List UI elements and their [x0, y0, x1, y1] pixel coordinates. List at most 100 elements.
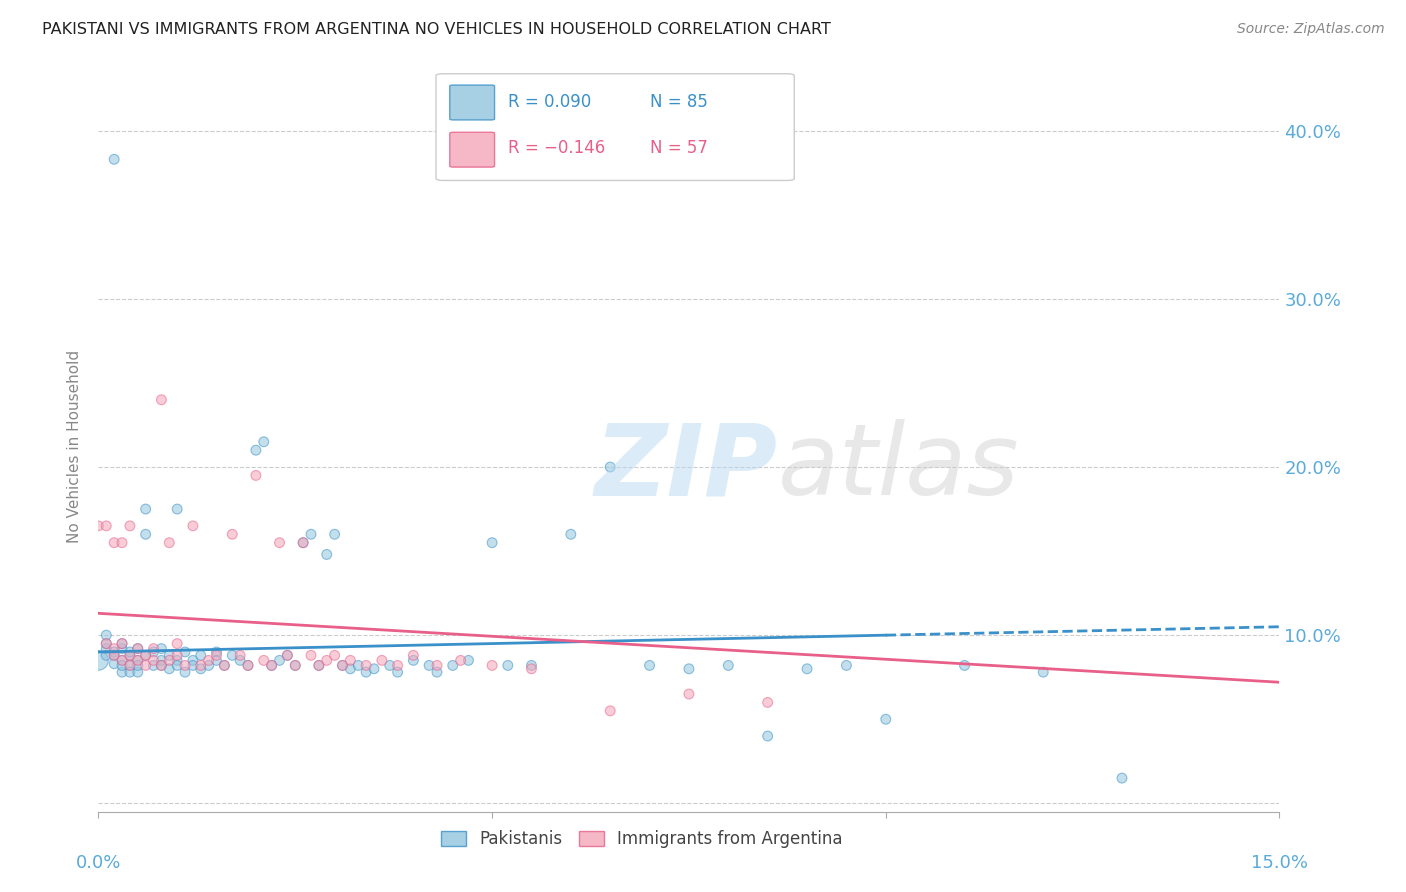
- Point: [236, 658, 259, 673]
- Point: [214, 658, 236, 673]
- Point: [717, 658, 740, 673]
- Point: [181, 653, 204, 667]
- Point: [308, 658, 330, 673]
- Point: [875, 712, 897, 726]
- Point: [450, 653, 472, 667]
- Point: [96, 636, 118, 650]
- Point: [308, 658, 330, 673]
- Text: R = 0.090: R = 0.090: [509, 93, 592, 111]
- Point: [221, 527, 243, 541]
- Point: [96, 519, 118, 533]
- Point: [221, 648, 243, 663]
- Point: [1032, 665, 1054, 680]
- Point: [354, 665, 377, 680]
- Point: [481, 658, 503, 673]
- FancyBboxPatch shape: [436, 74, 794, 180]
- Point: [135, 502, 157, 516]
- Point: [315, 548, 337, 562]
- Point: [166, 648, 188, 663]
- Point: [157, 535, 180, 549]
- Point: [347, 658, 370, 673]
- Point: [520, 658, 543, 673]
- Point: [157, 648, 180, 663]
- Point: [127, 658, 149, 673]
- Point: [166, 502, 188, 516]
- Point: [166, 658, 188, 673]
- Point: [315, 653, 337, 667]
- Point: [426, 658, 449, 673]
- Y-axis label: No Vehicles in Household: No Vehicles in Household: [67, 350, 83, 542]
- Point: [402, 648, 425, 663]
- Point: [229, 653, 252, 667]
- Text: Source: ZipAtlas.com: Source: ZipAtlas.com: [1237, 22, 1385, 37]
- Point: [260, 658, 283, 673]
- Point: [150, 392, 173, 407]
- Point: [174, 665, 197, 680]
- Point: [418, 658, 440, 673]
- Point: [142, 653, 165, 667]
- Point: [103, 153, 125, 167]
- Point: [174, 645, 197, 659]
- FancyBboxPatch shape: [450, 132, 495, 167]
- Point: [87, 519, 110, 533]
- Point: [111, 636, 134, 650]
- Text: N = 85: N = 85: [650, 93, 707, 111]
- Point: [299, 648, 322, 663]
- Point: [441, 658, 464, 673]
- Point: [371, 653, 394, 667]
- Point: [387, 658, 409, 673]
- Point: [118, 519, 141, 533]
- Point: [142, 645, 165, 659]
- Point: [205, 648, 228, 663]
- Point: [111, 653, 134, 667]
- Point: [135, 658, 157, 673]
- Text: N = 57: N = 57: [650, 138, 707, 157]
- Point: [127, 665, 149, 680]
- Point: [103, 641, 125, 656]
- Point: [284, 658, 307, 673]
- Point: [953, 658, 976, 673]
- Point: [560, 527, 582, 541]
- Point: [118, 658, 141, 673]
- Point: [354, 658, 377, 673]
- Point: [181, 658, 204, 673]
- Point: [678, 687, 700, 701]
- Point: [276, 648, 298, 663]
- Point: [103, 645, 125, 659]
- Point: [269, 653, 291, 667]
- Point: [796, 662, 818, 676]
- Point: [599, 460, 621, 475]
- Point: [87, 653, 110, 667]
- Text: 0.0%: 0.0%: [76, 854, 121, 871]
- Point: [135, 648, 157, 663]
- Point: [103, 648, 125, 663]
- Point: [245, 468, 267, 483]
- Point: [205, 645, 228, 659]
- Point: [339, 662, 361, 676]
- Point: [214, 658, 236, 673]
- Point: [118, 648, 141, 663]
- Point: [402, 653, 425, 667]
- Point: [481, 535, 503, 549]
- Point: [127, 653, 149, 667]
- Point: [269, 535, 291, 549]
- Text: PAKISTANI VS IMMIGRANTS FROM ARGENTINA NO VEHICLES IN HOUSEHOLD CORRELATION CHAR: PAKISTANI VS IMMIGRANTS FROM ARGENTINA N…: [42, 22, 831, 37]
- Point: [197, 658, 219, 673]
- Point: [756, 729, 779, 743]
- Point: [96, 641, 118, 656]
- Point: [142, 658, 165, 673]
- Point: [111, 653, 134, 667]
- Point: [520, 662, 543, 676]
- Point: [111, 641, 134, 656]
- Point: [150, 653, 173, 667]
- Point: [245, 443, 267, 458]
- Point: [190, 662, 212, 676]
- Point: [260, 658, 283, 673]
- Point: [96, 628, 118, 642]
- Point: [638, 658, 661, 673]
- Point: [339, 653, 361, 667]
- Point: [496, 658, 519, 673]
- Point: [253, 434, 276, 449]
- Point: [166, 653, 188, 667]
- Point: [284, 658, 307, 673]
